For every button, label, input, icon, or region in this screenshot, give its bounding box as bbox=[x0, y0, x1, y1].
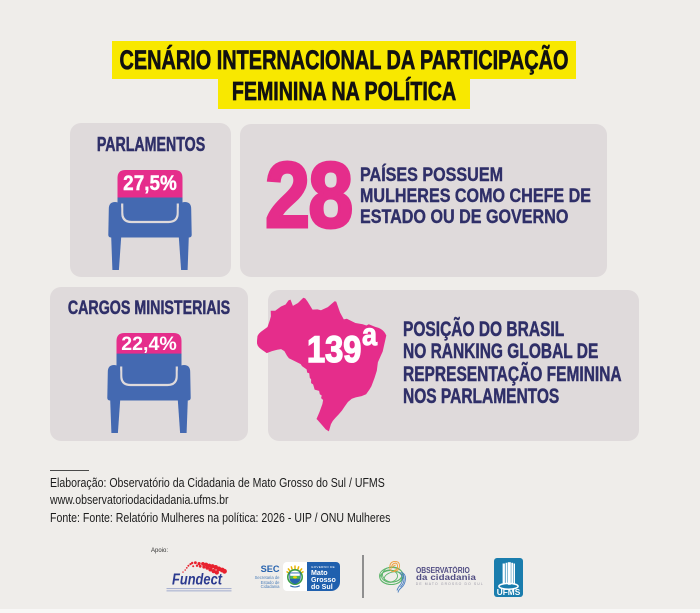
svg-text:UFMS: UFMS bbox=[497, 587, 521, 597]
svg-text:Fundect: Fundect bbox=[172, 571, 223, 588]
